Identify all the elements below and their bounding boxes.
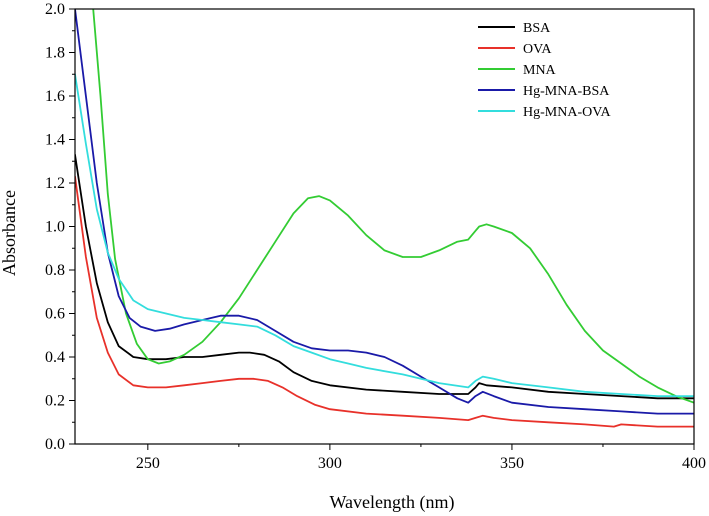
- series-line-hg-mna-ova: [75, 73, 694, 397]
- series-line-ova: [75, 175, 694, 428]
- x-tick-label: 400: [682, 455, 706, 472]
- x-tick-label: 250: [136, 455, 160, 472]
- legend-label-ova: OVA: [523, 42, 552, 57]
- series-line-mna: [92, 9, 694, 404]
- y-tick-label: 0.6: [45, 306, 65, 323]
- x-tick-label: 350: [500, 455, 524, 472]
- y-tick-label: 2.0: [45, 1, 65, 18]
- legend-label-bsa: BSA: [523, 21, 551, 36]
- y-tick-label: 1.0: [45, 219, 65, 236]
- y-tick-label: 1.4: [45, 132, 65, 149]
- y-axis-title: Absorbance: [0, 190, 19, 276]
- x-ticks: 250 300 350 400: [136, 444, 706, 472]
- series-line-bsa: [75, 153, 694, 400]
- legend-label-hg-mna-ova: Hg-MNA-OVA: [523, 105, 612, 120]
- y-tick-label: 0.0: [45, 436, 65, 453]
- y-tick-label: 1.2: [45, 175, 65, 192]
- y-tick-label: 1.8: [45, 45, 65, 62]
- legend-label-hg-mna-bsa: Hg-MNA-BSA: [523, 84, 610, 99]
- y-tick-label: 1.6: [45, 88, 65, 105]
- y-tick-label: 0.2: [45, 393, 65, 410]
- legend: BSA OVA MNA Hg-MNA-BSA Hg-MNA-OVA: [478, 21, 612, 120]
- x-axis-title: Wavelength (nm): [329, 492, 454, 513]
- legend-label-mna: MNA: [523, 63, 557, 78]
- series-layer: [75, 9, 694, 428]
- y-tick-label: 0.4: [45, 349, 65, 366]
- y-ticks: 0.0 0.2 0.4 0.6 0.8 1.0 1.2 1.4 1.6 1.8 2.0: [45, 1, 75, 453]
- x-tick-label: 300: [318, 455, 342, 472]
- series-line-hg-mna-bsa: [75, 9, 694, 415]
- y-tick-label: 0.8: [45, 262, 65, 279]
